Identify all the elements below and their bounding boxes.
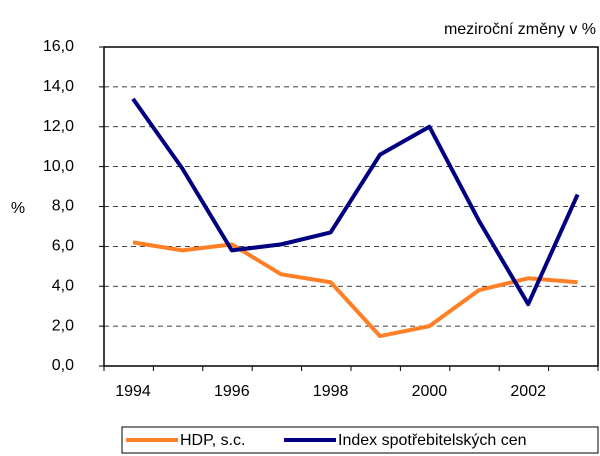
y-tick-label: 14,0 — [43, 78, 74, 95]
legend-label: Index spotřebitelských cen — [338, 432, 527, 449]
x-tick-label: 2000 — [412, 383, 448, 400]
x-tick-label: 1996 — [214, 383, 250, 400]
y-tick-label: 0,0 — [52, 357, 74, 374]
series-line — [131, 97, 580, 307]
annotation: meziroční změny v % — [444, 21, 596, 38]
series-line — [132, 240, 578, 339]
y-tick-label: 4,0 — [52, 277, 74, 294]
x-tick-label: 2002 — [510, 383, 546, 400]
legend-box — [121, 426, 599, 454]
x-tick-label: 1994 — [115, 383, 151, 400]
y-tick-label: 2,0 — [52, 317, 74, 334]
y-axis-label: % — [11, 200, 25, 217]
x-tick-label: 1998 — [313, 383, 349, 400]
y-tick-label: 10,0 — [43, 158, 74, 175]
y-tick-label: 6,0 — [52, 238, 74, 255]
y-tick-label: 8,0 — [52, 198, 74, 215]
y-tick-label: 16,0 — [43, 38, 74, 55]
legend-label: HDP, s.c. — [180, 432, 246, 449]
y-tick-label: 12,0 — [43, 118, 74, 135]
